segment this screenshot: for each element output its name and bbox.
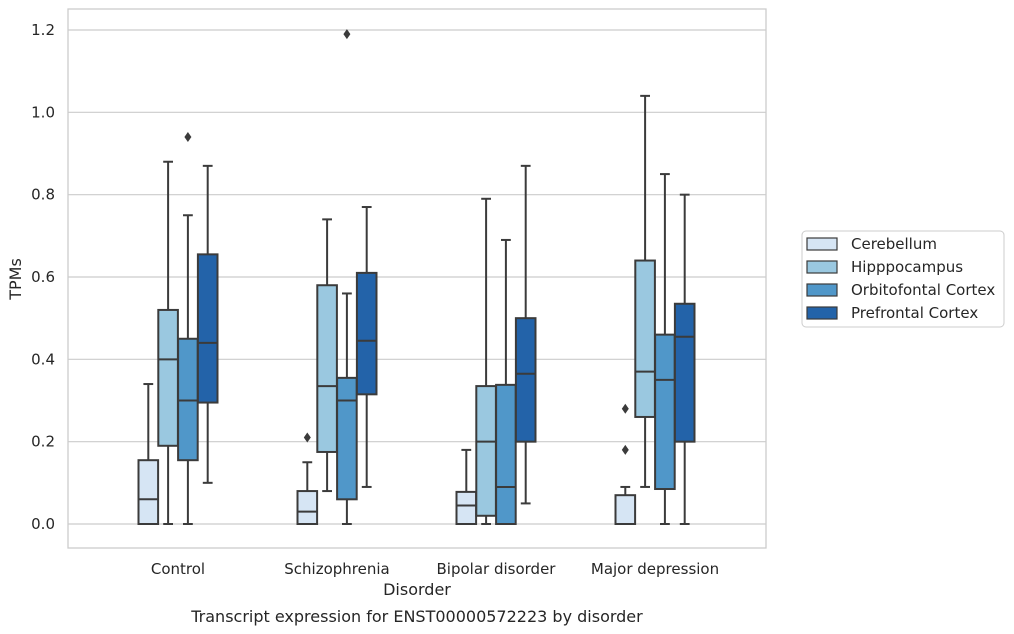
legend-label: Prefrontal Cortex (851, 304, 978, 322)
outlier-point (621, 444, 629, 455)
outlier-point (621, 403, 629, 414)
x-tick-label: Schizophrenia (284, 560, 389, 578)
box (336, 376, 358, 501)
legend-swatch (806, 306, 838, 320)
x-tick-label: Bipolar disorder (437, 560, 557, 578)
legend-label: Hipppocampus (851, 258, 963, 276)
box (495, 383, 517, 525)
box (177, 337, 199, 462)
box-group-bipolar-disorder (455, 164, 537, 526)
box-groups (137, 29, 696, 526)
outlier-point (343, 29, 351, 40)
box-group-schizophrenia (296, 29, 378, 526)
y-tick-label: 0.0 (31, 515, 55, 533)
box (296, 490, 319, 526)
box (654, 333, 676, 491)
legend-swatch (806, 237, 838, 251)
y-tick-label: 1.0 (31, 103, 55, 121)
plot-frame (67, 8, 767, 549)
box (137, 459, 160, 526)
y-axis-label: TPMs (6, 258, 25, 301)
chart-caption: Transcript expression for ENST0000057222… (190, 607, 643, 626)
legend-label: Orbitofontal Cortex (851, 281, 995, 299)
y-tick-label: 0.4 (31, 350, 55, 368)
box-group-control (137, 132, 219, 526)
box (316, 284, 338, 453)
legend-swatch (806, 260, 838, 274)
box (514, 317, 537, 443)
box (673, 302, 696, 443)
y-tick-label: 0.2 (31, 433, 55, 451)
legend: Cerebellum Hipppocampus Orbitofontal Corte… (801, 230, 1005, 328)
legend-frame (801, 230, 1005, 328)
x-tick-label: Major depression (591, 560, 719, 578)
box (455, 490, 478, 526)
box (634, 259, 656, 418)
box (157, 308, 179, 447)
x-tick-label: Control (151, 560, 205, 578)
x-axis-label: Disorder (383, 580, 451, 599)
y-tick-label: 0.8 (31, 186, 55, 204)
box (196, 253, 219, 404)
outlier-point (303, 432, 311, 443)
box (355, 271, 378, 396)
box (614, 494, 637, 525)
y-tick-label: 0.6 (31, 268, 55, 286)
box (475, 385, 497, 517)
x-axis-ticks: Control Schizophrenia Bipolar disorder Majo… (151, 560, 719, 578)
y-tick-label: 1.2 (31, 21, 55, 39)
outlier-point (184, 132, 192, 143)
box-group-major-depression (614, 94, 696, 525)
legend-swatch (806, 283, 838, 297)
y-axis-ticks: 0.0 0.2 0.4 0.6 0.8 1.0 1.2 (31, 21, 55, 533)
legend-label: Cerebellum (851, 235, 937, 253)
